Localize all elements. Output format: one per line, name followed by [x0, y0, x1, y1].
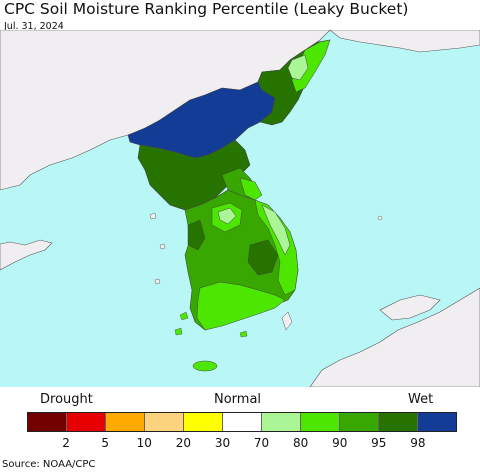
region-nk-coast-pale — [287, 54, 309, 81]
southern-islands — [174, 311, 248, 338]
russia-coast — [329, 30, 480, 53]
legend-tick-label: 30 — [214, 436, 231, 450]
legend-swatch-5 — [223, 413, 262, 431]
region-central-light — [239, 177, 263, 201]
tsushima — [281, 311, 293, 331]
region-sk-west-dark — [187, 219, 206, 251]
map-date: Jul. 31, 2024 — [4, 21, 64, 32]
legend-swatch-9 — [379, 413, 418, 431]
region-sk-center-pale — [217, 207, 237, 225]
japan-honshu-west — [379, 294, 441, 321]
legend-swatch-3 — [145, 413, 184, 431]
west-islands — [149, 212, 166, 285]
legend-tick-label: 98 — [410, 436, 426, 450]
legend-ticks: 2 5 10 20 30 70 80 90 95 98 — [27, 436, 457, 450]
legend-swatch-0 — [28, 413, 67, 431]
soil-moisture-map — [0, 30, 480, 387]
region-sk-east-pale — [261, 204, 291, 256]
legend-tick-label: 20 — [175, 436, 191, 450]
legend-drought-label: Drought — [40, 392, 93, 407]
legend-tick-label: 80 — [292, 436, 309, 450]
legend-swatch-8 — [340, 413, 379, 431]
legend-swatch-1 — [67, 413, 106, 431]
region-sk-dark-pocket — [247, 239, 279, 276]
region-sk-east-light — [254, 199, 299, 296]
japan — [309, 287, 480, 387]
jeju-island — [192, 360, 218, 372]
legend-tick-label: 95 — [371, 436, 387, 450]
legend-swatch-2 — [106, 413, 145, 431]
legend-tick-label: 90 — [332, 436, 348, 450]
legend-tick-label: 10 — [136, 436, 152, 450]
legend-swatch-4 — [184, 413, 223, 431]
region-sk-south-light — [196, 281, 286, 331]
shandong — [0, 239, 53, 271]
legend-tick-label: 5 — [101, 436, 109, 450]
ulleung-island — [377, 215, 383, 221]
legend-swatch-7 — [301, 413, 340, 431]
legend-tick-label: 70 — [253, 436, 270, 450]
legend-wet-label: Wet — [408, 392, 434, 407]
source-note: Source: NOAA/CPC — [2, 459, 96, 470]
map-title: CPC Soil Moisture Ranking Percentile (Le… — [4, 0, 409, 18]
legend-normal-label: Normal — [214, 392, 262, 407]
legend-tick-label: 2 — [62, 436, 70, 450]
legend-swatch-6 — [262, 413, 301, 431]
legend-color-bar — [27, 412, 457, 432]
legend-swatch-10 — [418, 413, 456, 431]
